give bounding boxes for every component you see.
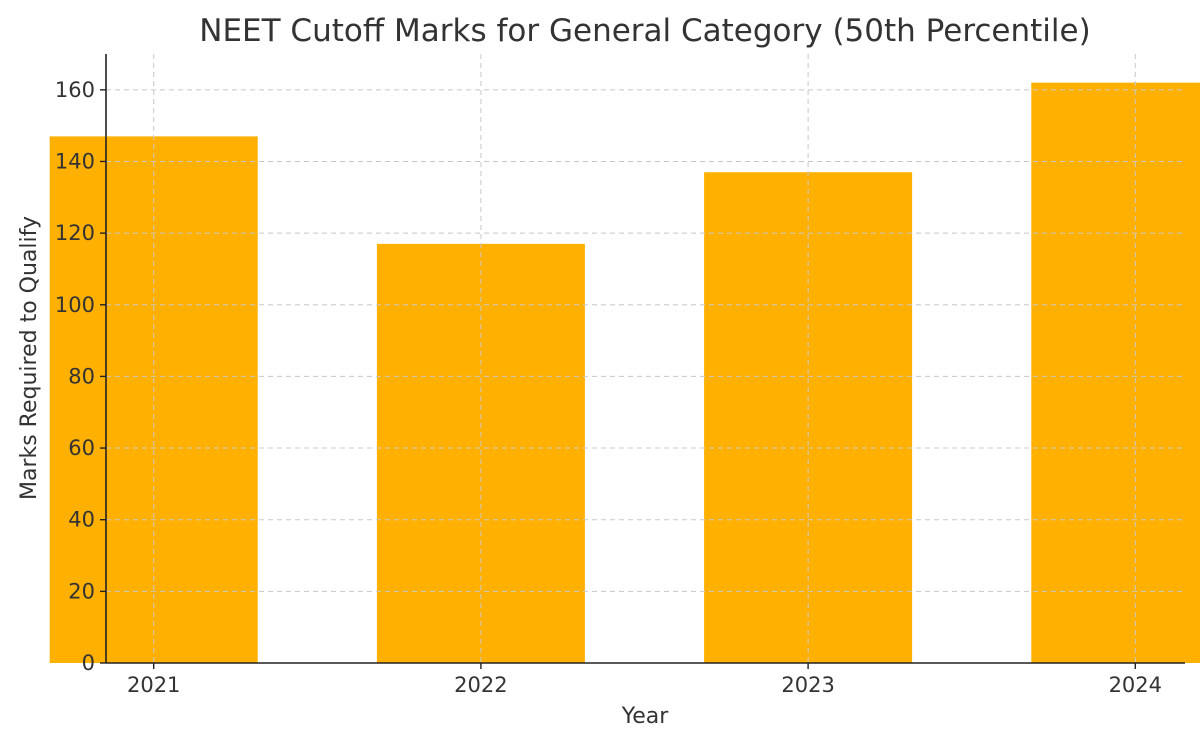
y-tick-label: 40	[68, 508, 95, 532]
axes	[100, 54, 1185, 669]
y-tick-label: 80	[68, 364, 95, 388]
y-tick-label: 20	[68, 579, 95, 603]
y-tick-label: 100	[55, 293, 95, 317]
tick-labels: 0 20 40 60 80 100 120 140 160 2021 2022 2023 2024	[55, 78, 1162, 697]
y-tick-label: 60	[68, 436, 95, 460]
x-axis-label: Year	[621, 704, 670, 729]
bar-2024	[1031, 82, 1200, 664]
y-tick-label: 0	[82, 651, 95, 675]
x-tick-label: 2022	[454, 673, 507, 697]
y-tick-label: 140	[55, 149, 95, 173]
y-axis-label: Marks Required to Qualify	[17, 216, 42, 500]
y-tick-label: 160	[55, 78, 95, 102]
chart-title: NEET Cutoff Marks for General Category (…	[199, 13, 1090, 49]
x-tick-label: 2024	[1109, 673, 1162, 697]
bars	[49, 82, 1200, 664]
grid-lines	[106, 54, 1185, 663]
y-tick-label: 120	[55, 221, 95, 245]
x-tick-label: 2023	[781, 673, 834, 697]
x-tick-label: 2021	[127, 673, 180, 697]
